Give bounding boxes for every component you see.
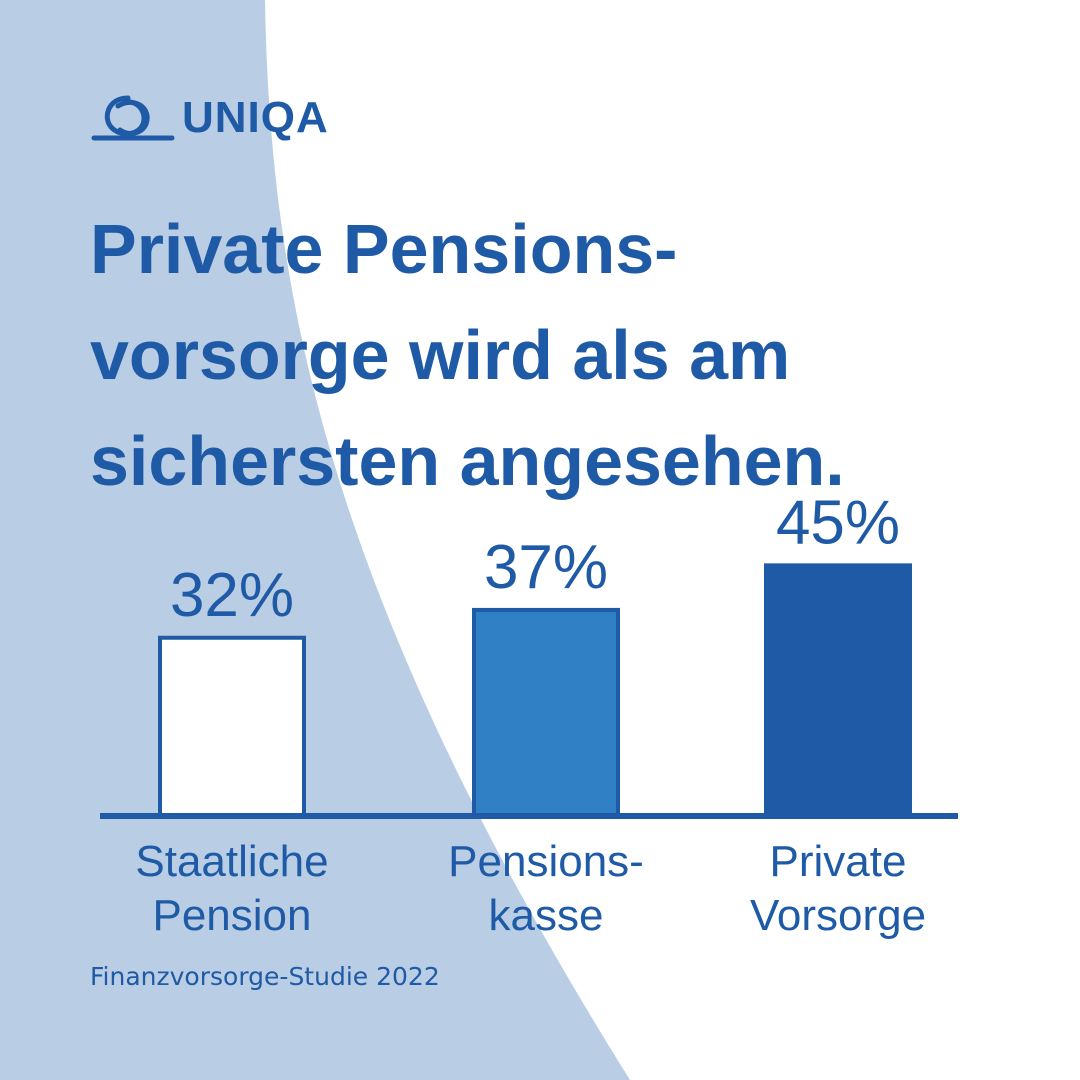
category-label-1-line-1: Staatliche xyxy=(135,837,328,886)
category-label-3-line-1: Private xyxy=(770,837,907,886)
category-label-2-line-1: Pensions- xyxy=(448,837,644,886)
category-label-3-line-2: Vorsorge xyxy=(750,891,926,940)
value-label-1: 32% xyxy=(170,561,294,630)
headline-line-3: sichersten angesehen. xyxy=(90,422,845,500)
value-label-3: 45% xyxy=(776,488,900,557)
uniqa-logo: UNIQA xyxy=(90,88,329,148)
bar-3 xyxy=(764,563,912,818)
value-label-2: 37% xyxy=(484,533,608,602)
source-note: Finanzvorsorge-Studie 2022 xyxy=(90,962,440,991)
bar-2 xyxy=(472,607,620,818)
category-label-1-line-2: Pension xyxy=(152,891,311,940)
brand-name: UNIQA xyxy=(182,93,329,142)
headline-line-1: Private Pensions- xyxy=(90,210,678,288)
uniqa-swirl-logo-icon xyxy=(91,95,175,141)
category-label-2-line-2: kasse xyxy=(489,891,604,940)
bar-1 xyxy=(158,635,306,819)
headline: Private Pensions- vorsorge wird als am s… xyxy=(90,196,1050,514)
headline-line-2: vorsorge wird als am xyxy=(90,316,791,394)
